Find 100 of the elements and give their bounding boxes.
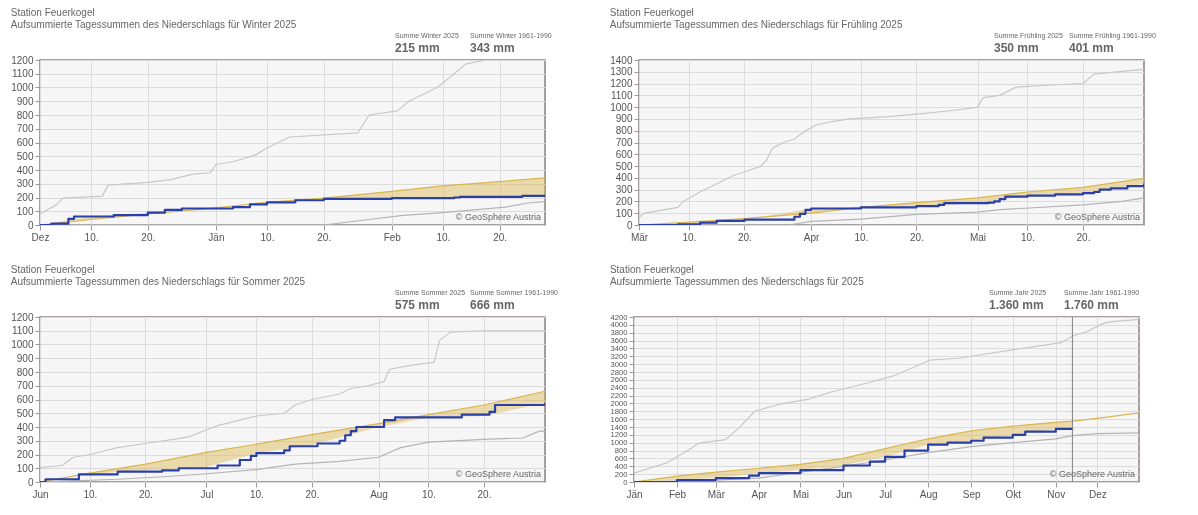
x-tick-label: Mär [630,231,649,243]
x-tick-label: Dez [1088,488,1107,500]
y-tick-label: 100 [615,207,633,219]
y-tick-label: 1100 [11,325,34,337]
y-tick-label: 200 [16,192,34,203]
y-tick-label: 700 [16,380,34,392]
x-tick-label: 20. [493,231,508,243]
x-tick-label: Jun [32,488,49,500]
x-tick-label: 10. [83,488,98,500]
x-tick-label: Jän [626,488,643,500]
y-tick-label: 700 [615,137,633,148]
text: 215 mm [395,41,440,55]
chart-title: Station Feuerkogel [609,7,694,18]
line-series [40,330,545,469]
x-tick-label: 20. [737,231,752,243]
y-tick-label: 1200 [610,78,633,90]
y-tick-label: 100 [16,205,34,217]
y-tick-label: 0 [27,476,34,488]
x-tick-label: Dez [31,231,50,243]
x-tick-label: Jul [879,488,893,500]
y-tick-label: 300 [615,184,633,196]
x-tick-label: Mär [707,488,726,500]
x-tick-label: Mai [969,231,987,243]
chart-title: Station Feuerkogel [609,264,694,275]
y-tick-label: 400 [16,421,34,433]
x-tick-label: Feb [668,488,687,500]
y-tick-label: 1200 [11,311,34,323]
text: 1.360 mm [989,298,1044,312]
x-tick-label: 20. [1076,231,1091,243]
x-tick-label: 20. [138,488,153,500]
line-series [40,60,484,215]
x-tick-label: Sep [962,488,981,500]
y-tick-label: 1400 [610,54,633,66]
x-tick-label: 20. [141,231,156,243]
x-tick-label: 10. [854,231,869,243]
y-tick-label: 1100 [11,68,34,80]
y-tick-label: 600 [16,394,34,405]
x-tick-label: Apr [751,488,768,500]
x-tick-label: Jul [200,488,214,500]
y-tick-label: 900 [615,113,633,125]
chart-subtitle: Aufsummierte Tagessummen des Niederschlags für Frühling 2025 [609,19,903,30]
y-tick-label: 1000 [11,82,34,93]
y-tick-label: 300 [16,435,34,447]
x-tick-label: 10. [682,231,697,243]
y-tick-label: 500 [16,407,34,419]
y-tick-label: 1100 [610,89,633,101]
y-tick-label: 400 [615,172,633,184]
y-tick-label: 300 [16,178,34,190]
x-tick-label: Aug [919,488,938,500]
y-tick-label: 0 [626,219,633,231]
x-tick-label: Feb [383,231,402,243]
y-tick-label: 0 [27,219,34,231]
y-tick-label: 700 [16,123,34,135]
y-tick-label: 900 [16,95,34,107]
y-tick-label: 400 [16,164,34,176]
y-tick-label: 1200 [11,54,34,66]
y-tick-label: 800 [615,125,633,137]
annotation: © GeoSphere Austria [455,212,541,222]
x-tick-label: Apr [803,231,820,243]
annotation: © GeoSphere Austria [1054,212,1140,222]
y-tick-label: 200 [16,449,34,460]
x-tick-label: 10. [84,231,99,243]
text: 343 mm [470,41,515,55]
x-tick-label: 10. [422,488,436,500]
y-tick-label: 900 [16,352,34,364]
y-tick-label: 1000 [11,339,34,350]
x-tick-label: 20. [477,488,492,500]
x-tick-label: Nov [1047,488,1066,500]
x-tick-label: Mai [792,488,810,500]
x-tick-label: 10. [1021,231,1035,243]
y-tick-label: 800 [16,109,34,121]
y-tick-label: 100 [16,462,34,474]
chart-subtitle: Aufsummierte Tagessummen des Niederschlags für 2025 [609,276,865,287]
y-tick-label: 600 [615,148,633,160]
text: 575 mm [395,298,440,312]
chart-title: Station Feuerkogel [10,7,95,18]
y-tick-label: 500 [615,160,633,172]
x-tick-label: Okt [1005,488,1022,500]
y-tick-label: 1300 [610,66,633,78]
x-tick-label: Aug [370,488,388,500]
text: 1.760 mm [1064,298,1119,312]
chart-subtitle: Aufsummierte Tagessummen des Niederschlags für Winter 2025 [10,19,297,30]
y-tick-label: 200 [615,195,633,207]
x-tick-label: 10. [249,488,264,500]
x-tick-label: Jun [835,488,853,500]
text: 666 mm [470,298,515,312]
chart-subtitle: Aufsummierte Tagessummen des Niederschlags für Sommer 2025 [10,276,306,287]
y-tick-label: 800 [16,366,34,378]
x-tick-label: Jän [208,231,225,243]
x-tick-label: 20. [910,231,924,243]
chart-title: Station Feuerkogel [10,264,95,275]
y-tick-label: 500 [16,150,34,162]
x-tick-label: 10. [260,231,275,243]
x-tick-label: 20. [305,488,320,500]
text: 401 mm [1069,41,1114,55]
x-tick-label: 20. [317,231,332,243]
annotation: © GeoSphere Austria [455,469,541,479]
y-tick-label: 600 [16,137,34,148]
text: 350 mm [994,41,1039,55]
y-tick-label: 1000 [610,101,633,113]
